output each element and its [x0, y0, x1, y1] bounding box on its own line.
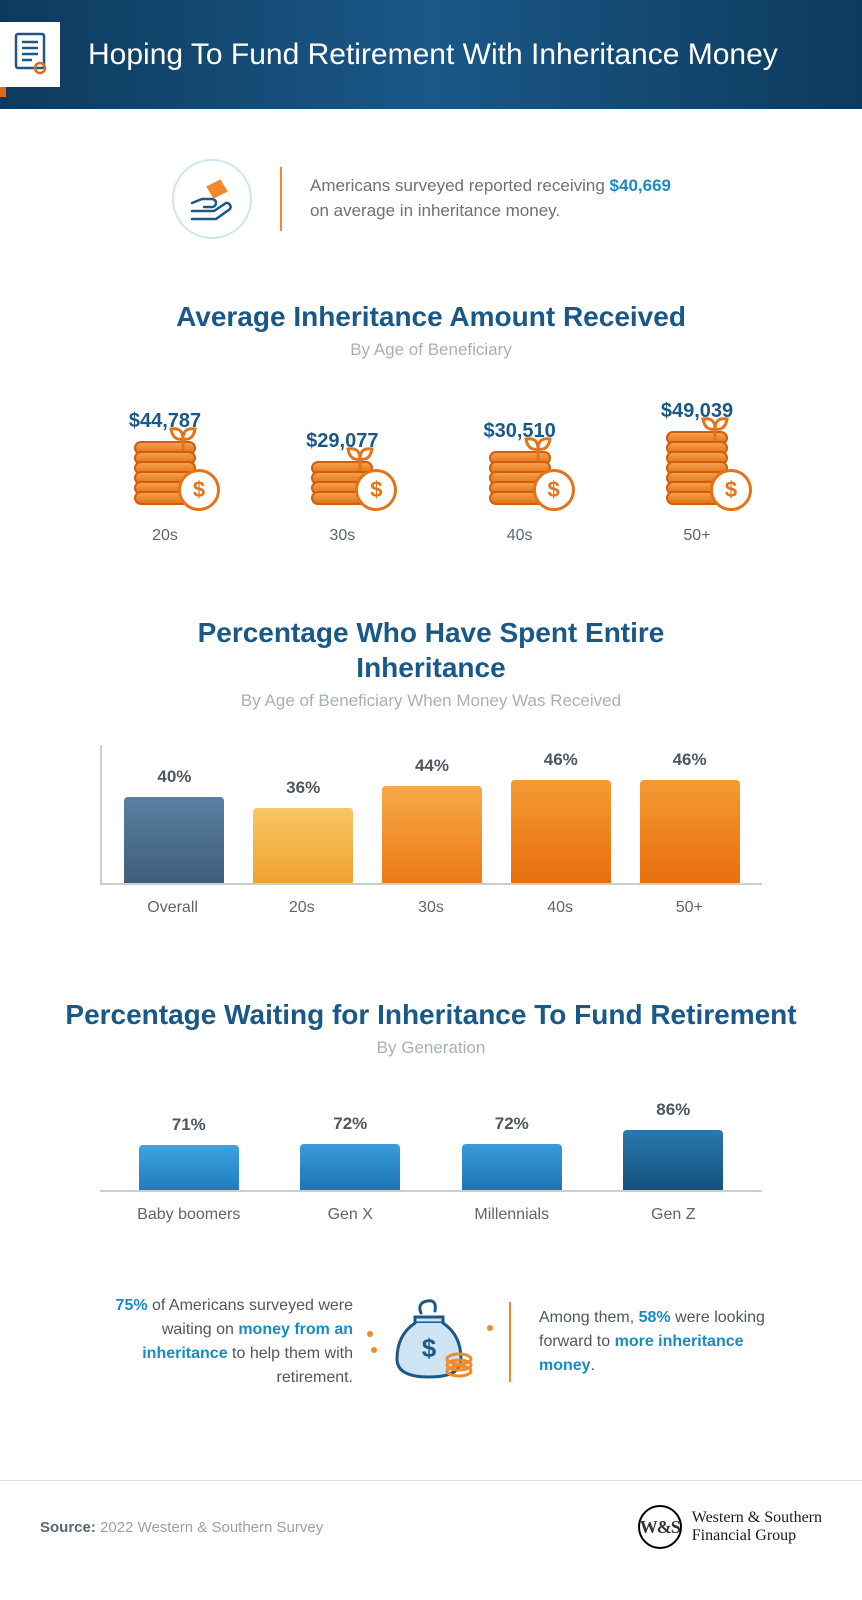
- dollar-badge-icon: $: [178, 469, 220, 511]
- bar-value: 71%: [172, 1115, 206, 1135]
- logo-text: Western & Southern Financial Group: [692, 1509, 822, 1544]
- callout-right-pct: 58%: [639, 1309, 671, 1326]
- coin-stack-chart: $44,787$20s $29,077$30s $30,510$40s $49,039…: [100, 400, 762, 545]
- coin-stack-item: $30,510$40s: [455, 420, 585, 545]
- bar-value: 86%: [656, 1100, 690, 1120]
- source-text: 2022 Western & Southern Survey: [96, 1519, 323, 1536]
- header-icon-badge: [0, 22, 60, 87]
- sprout-icon: [700, 413, 730, 443]
- sprout-icon: [168, 423, 198, 453]
- coin-stack: $: [297, 465, 387, 505]
- sprout-icon: [345, 443, 375, 473]
- waiting-inheritance-chart: 71% 72% 72% 86%: [100, 1092, 762, 1192]
- callout-right-post: .: [591, 1357, 595, 1374]
- bar-item: 71%: [129, 1115, 249, 1190]
- bar-item: 72%: [452, 1114, 572, 1190]
- bar-value: 36%: [286, 778, 320, 798]
- bar: [462, 1144, 562, 1190]
- bar: [253, 808, 353, 883]
- section3-title: Percentage Waiting for Inheritance To Fu…: [60, 997, 802, 1032]
- callout-right: Among them, 58% were looking forward to …: [539, 1306, 779, 1378]
- hands-money-icon: [172, 159, 252, 239]
- intro-row: Americans surveyed reported receiving $4…: [60, 159, 802, 239]
- coin-stack-item: $29,077$30s: [277, 430, 407, 545]
- bar: [382, 786, 482, 883]
- page-footer: Source: 2022 Western & Southern Survey W…: [0, 1481, 862, 1579]
- spent-inheritance-labels: Overall 20s 30s 40s 50+: [100, 899, 762, 917]
- coin-stack: $: [120, 445, 210, 505]
- bar-item: 36%: [243, 778, 363, 883]
- coin-label: 30s: [329, 527, 355, 545]
- sprout-icon: [523, 433, 553, 463]
- section3-subtitle: By Generation: [60, 1038, 802, 1058]
- bar-value: 72%: [333, 1114, 367, 1134]
- section1-subtitle: By Age of Beneficiary: [60, 340, 802, 360]
- bar-item: 46%: [501, 750, 621, 883]
- bar: [139, 1145, 239, 1190]
- svg-text:$: $: [422, 1333, 437, 1363]
- bar: [300, 1144, 400, 1190]
- bar-value: 72%: [495, 1114, 529, 1134]
- logo-mark: W&S: [638, 1505, 682, 1549]
- source-label: Source:: [40, 1519, 96, 1536]
- source-citation: Source: 2022 Western & Southern Survey: [40, 1519, 323, 1536]
- dollar-badge-icon: $: [533, 469, 575, 511]
- document-icon: [6, 28, 54, 76]
- dollar-badge-icon: $: [355, 469, 397, 511]
- bar-label: Gen X: [290, 1206, 410, 1224]
- bar: [623, 1130, 723, 1190]
- spent-inheritance-chart: 40% 36% 44% 46% 46%: [100, 745, 762, 885]
- logo-line1: Western & Southern: [692, 1509, 822, 1527]
- vertical-divider: [280, 167, 282, 231]
- bar-value: 46%: [544, 750, 578, 770]
- bar-label: Gen Z: [613, 1206, 733, 1224]
- bar: [640, 780, 740, 883]
- bar: [124, 797, 224, 883]
- bar-value: 44%: [415, 756, 449, 776]
- money-bag-icon: $: [381, 1295, 481, 1390]
- section1-title: Average Inheritance Amount Received: [60, 299, 802, 334]
- coin-label: 40s: [507, 527, 533, 545]
- vertical-divider: [509, 1302, 511, 1382]
- bar-label: Baby boomers: [129, 1206, 249, 1224]
- company-logo: W&S Western & Southern Financial Group: [638, 1505, 822, 1549]
- page-title: Hoping To Fund Retirement With Inheritan…: [88, 36, 778, 74]
- callout-right-pre: Among them,: [539, 1309, 639, 1326]
- intro-amount: $40,669: [610, 176, 671, 195]
- intro-post: on average in inheritance money.: [310, 201, 560, 220]
- page-header: Hoping To Fund Retirement With Inheritan…: [0, 0, 862, 109]
- intro-pre: Americans surveyed reported receiving: [310, 176, 610, 195]
- intro-text: Americans surveyed reported receiving $4…: [310, 174, 690, 223]
- dollar-badge-icon: $: [710, 469, 752, 511]
- section2-title: Percentage Who Have Spent Entire Inherit…: [181, 615, 681, 685]
- callout-left: 75% of Americans surveyed were waiting o…: [83, 1294, 353, 1390]
- bar-label: Millennials: [452, 1206, 572, 1224]
- bar-item: 86%: [613, 1100, 733, 1190]
- callout-left-post: to help them with retirement.: [228, 1345, 353, 1386]
- logo-line2: Financial Group: [692, 1527, 822, 1545]
- bar-label: 30s: [371, 899, 491, 917]
- coin-label: 20s: [152, 527, 178, 545]
- callout-left-pct: 75%: [116, 1297, 148, 1314]
- coin-stack: $: [475, 455, 565, 505]
- bar-item: 72%: [290, 1114, 410, 1190]
- coin-label: 50+: [683, 527, 710, 545]
- coin-stack: $: [652, 435, 742, 505]
- waiting-inheritance-labels: Baby boomers Gen X Millennials Gen Z: [100, 1206, 762, 1224]
- bar-value: 46%: [673, 750, 707, 770]
- bar-label: 40s: [500, 899, 620, 917]
- callouts-row: 75% of Americans surveyed were waiting o…: [80, 1294, 782, 1390]
- bar-item: 46%: [630, 750, 750, 883]
- bar: [511, 780, 611, 883]
- section2-subtitle: By Age of Beneficiary When Money Was Rec…: [60, 691, 802, 711]
- bar-item: 44%: [372, 756, 492, 883]
- coin-stack-item: $49,039$50+: [632, 400, 762, 545]
- bar-label: Overall: [113, 899, 233, 917]
- bar-label: 50+: [629, 899, 749, 917]
- bar-label: 20s: [242, 899, 362, 917]
- bar-value: 40%: [157, 767, 191, 787]
- bar-item: 40%: [114, 767, 234, 883]
- coin-stack-item: $44,787$20s: [100, 410, 230, 545]
